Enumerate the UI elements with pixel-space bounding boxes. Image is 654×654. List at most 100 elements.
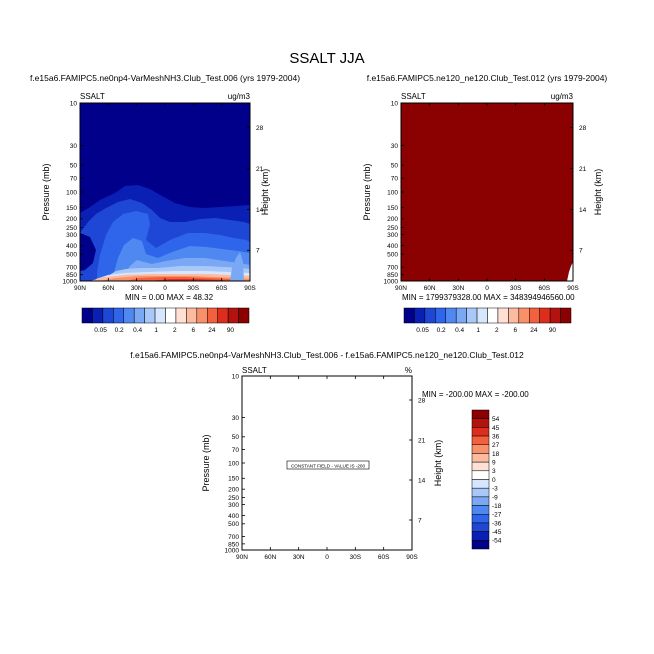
colorbar-swatch: [560, 307, 572, 324]
colorbar-swatch: [471, 522, 490, 532]
colorbar-swatch: [471, 444, 490, 454]
colorbar-label: 2: [495, 327, 499, 334]
x-tick-label: 60S: [216, 285, 228, 292]
colorbar-swatch: [186, 307, 198, 324]
y-tick-label: 500: [228, 521, 239, 528]
colorbar-swatch: [102, 307, 114, 324]
x-tick-label: 90N: [74, 285, 86, 292]
colorbar-label: 0.4: [133, 327, 142, 334]
colorbar-label: 24: [208, 327, 216, 334]
colorbar-swatch: [92, 307, 104, 324]
x-tick-label: 30S: [510, 285, 522, 292]
figure-title: SSALT JJA: [289, 50, 364, 67]
y-tick-label: 1000: [63, 278, 78, 285]
x-tick-label: 30N: [452, 285, 464, 292]
panel-a-units: ug/m3: [228, 92, 251, 101]
y-tick-label: 200: [66, 216, 77, 223]
y-tick-label: 700: [387, 265, 398, 272]
y-tick-label: 1000: [384, 278, 399, 285]
x-tick-label: 0: [485, 285, 489, 292]
y-tick-label: 250: [66, 225, 77, 232]
colorbar-label: 0.05: [416, 327, 429, 334]
colorbar-label: 6: [192, 327, 196, 334]
x-tick-label: 30S: [188, 285, 200, 292]
y-tick-label: 50: [391, 163, 399, 170]
y2-tick-label: 7: [418, 517, 422, 524]
y-tick-label: 10: [70, 100, 78, 107]
colorbar-swatch: [414, 307, 426, 324]
y2-tick-label: 14: [418, 477, 426, 484]
colorbar-swatch: [217, 307, 229, 324]
colorbar-swatch: [471, 453, 490, 463]
colorbar-swatch: [471, 487, 490, 498]
colorbar-label: 0.05: [94, 327, 107, 334]
colorbar-swatch: [435, 307, 446, 324]
y-tick-label: 250: [387, 225, 398, 232]
colorbar-swatch: [196, 307, 208, 324]
panel-c-title: f.e15a6.FAMIPC5.ne0np4-VarMeshNH3.Club_T…: [130, 350, 524, 360]
panel-a-variable: SSALT: [80, 92, 105, 101]
colorbar-label: -54: [492, 538, 502, 545]
colorbar-swatch: [227, 307, 239, 324]
y-tick-label: 200: [228, 487, 239, 494]
colorbar-label: 0.4: [455, 327, 464, 334]
panel-b-variable: SSALT: [401, 92, 426, 101]
panel-c-annotation: CONSTANT FIELD - VALUE IS -200: [291, 463, 365, 468]
colorbar-swatch: [518, 307, 530, 324]
panel-b-axes: 1030507010015020025030040050070085010009…: [384, 100, 587, 292]
x-tick-label: 90N: [395, 285, 407, 292]
colorbar-label: -27: [492, 512, 502, 519]
panel-a-colorbar: 0.05 0.2 0.4 1 2 6 24 90: [81, 307, 250, 334]
y-tick-label: 50: [70, 163, 78, 170]
panel-b-field: [401, 103, 573, 281]
x-tick-label: 30N: [131, 285, 143, 292]
y-tick-label: 100: [228, 460, 239, 467]
y2-tick-label: 21: [579, 166, 587, 173]
colorbar-label: 1: [476, 327, 480, 334]
colorbar-swatch: [471, 540, 490, 550]
panel-c: f.e15a6.FAMIPC5.ne0np4-VarMeshNH3.Club_T…: [130, 350, 529, 561]
colorbar-swatch: [144, 307, 156, 324]
y-tick-label: 30: [232, 415, 240, 422]
y-tick-label: 850: [66, 272, 77, 279]
y-tick-label: 100: [66, 189, 77, 196]
y-tick-label: 300: [387, 232, 398, 239]
colorbar-label: 2: [173, 327, 177, 334]
colorbar-swatch: [471, 418, 490, 428]
panel-c-y2label: Height (km): [433, 440, 443, 487]
y-tick-label: 70: [391, 176, 399, 183]
y2-tick-label: 14: [256, 207, 264, 214]
colorbar-swatch: [123, 307, 135, 324]
x-tick-label: 90S: [244, 285, 256, 292]
y-tick-label: 70: [70, 176, 78, 183]
colorbar-swatch: [529, 307, 540, 324]
colorbar-label: 45: [492, 425, 500, 432]
panel-c-axes: 1030507010015020025030040050070085010009…: [225, 373, 426, 561]
panel-b-corner-patch: [567, 262, 573, 281]
colorbar-swatch: [471, 514, 490, 524]
colorbar-swatch: [471, 409, 490, 419]
y-tick-label: 30: [70, 143, 78, 150]
colorbar-swatch: [207, 307, 218, 324]
y-tick-label: 150: [387, 205, 398, 212]
colorbar-swatch: [238, 307, 250, 324]
colorbar-swatch: [455, 307, 467, 324]
colorbar-label: 1: [154, 327, 158, 334]
colorbar-label: 24: [530, 327, 538, 334]
colorbar-swatch: [466, 307, 478, 324]
colorbar-label: -9: [492, 494, 498, 501]
y-tick-label: 300: [228, 502, 239, 509]
y-tick-label: 500: [387, 252, 398, 259]
colorbar-label: 0: [492, 477, 496, 484]
panel-b: f.e15a6.FAMIPC5.ne120_ne120.Club_Test.01…: [362, 73, 607, 334]
panel-a-title: f.e15a6.FAMIPC5.ne0np4-VarMeshNH3.Club_T…: [30, 73, 300, 83]
y2-tick-label: 21: [256, 166, 264, 173]
y-tick-label: 400: [66, 243, 77, 250]
colorbar-label: 0.2: [115, 327, 124, 334]
panel-a: f.e15a6.FAMIPC5.ne0np4-VarMeshNH3.Club_T…: [30, 73, 300, 334]
x-tick-label: 60N: [264, 554, 276, 561]
colorbar-swatch: [471, 461, 490, 472]
y-tick-label: 700: [66, 265, 77, 272]
y2-tick-label: 28: [579, 125, 587, 132]
